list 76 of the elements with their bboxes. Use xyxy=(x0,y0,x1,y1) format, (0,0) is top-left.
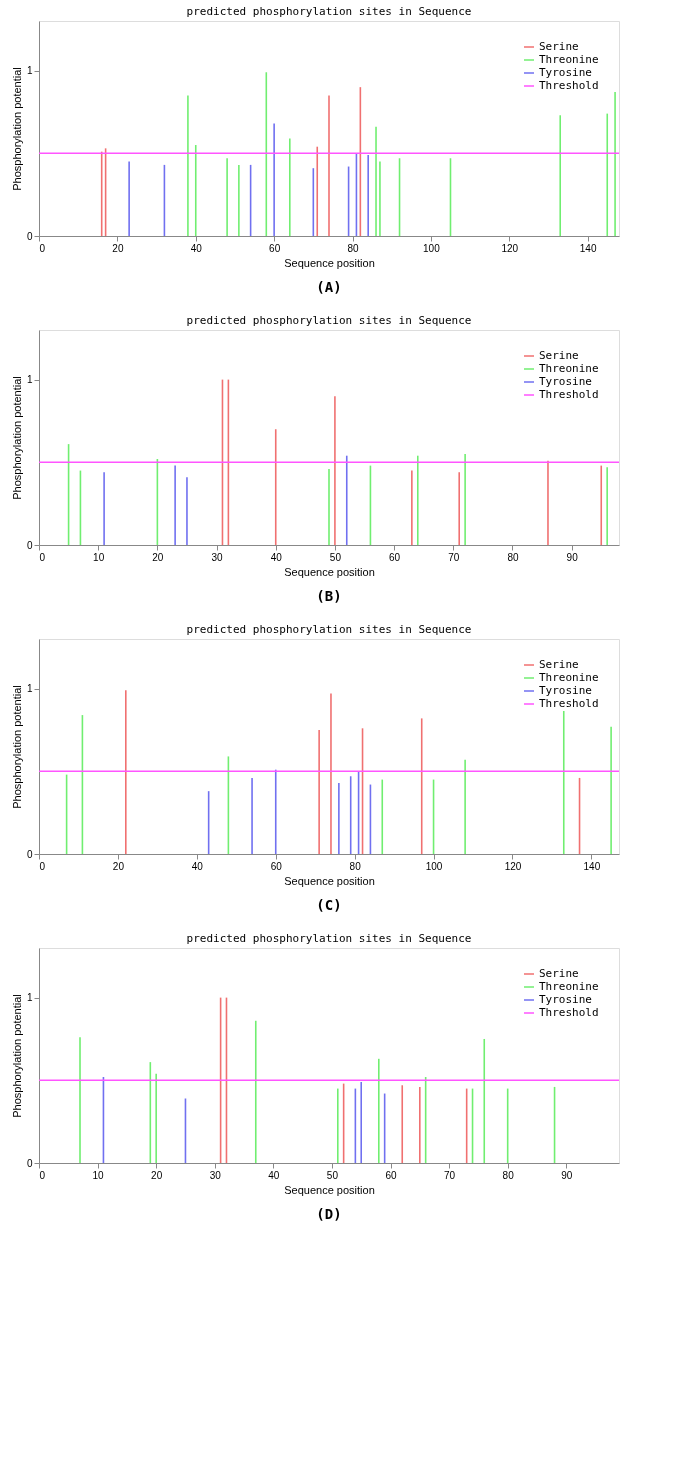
y-axis-title: Phosphorylation potential xyxy=(10,994,23,1118)
x-tick-label: 50 xyxy=(326,1169,339,1181)
x-tick-label: 80 xyxy=(507,551,519,563)
x-tick-label: 10 xyxy=(93,551,105,563)
legend-label: Threshold xyxy=(539,388,599,401)
x-tick-label: 20 xyxy=(112,860,125,872)
x-axis-title: Sequence position xyxy=(284,1183,375,1196)
y-axis-title: Phosphorylation potential xyxy=(10,685,23,809)
legend-label: Tyrosine xyxy=(539,993,592,1006)
legend-label: Serine xyxy=(539,40,579,53)
legend-label: Serine xyxy=(539,349,579,362)
x-tick-label: 90 xyxy=(566,551,579,563)
text: (B) xyxy=(316,588,342,604)
x-tick-label: 0 xyxy=(39,242,46,254)
legend-label: Threshold xyxy=(539,697,599,710)
x-tick-label: 0 xyxy=(39,1169,46,1181)
x-tick-label: 0 xyxy=(39,860,46,872)
legend-label: Threonine xyxy=(539,362,599,375)
x-tick-label: 90 xyxy=(561,1169,573,1181)
x-tick-label: 60 xyxy=(269,242,281,254)
legend-label: Threonine xyxy=(539,53,599,66)
y-tick-label: 1 xyxy=(26,992,33,1004)
y-axis-title: Phosphorylation potential xyxy=(10,376,23,500)
x-tick-label: 70 xyxy=(448,551,460,563)
legend-label: Tyrosine xyxy=(539,375,592,388)
x-tick-label: 30 xyxy=(209,1169,222,1181)
x-tick-label: 80 xyxy=(349,860,362,872)
x-tick-label: 20 xyxy=(152,551,164,563)
legend-label: Serine xyxy=(539,658,579,671)
x-tick-label: 40 xyxy=(268,1169,280,1181)
text: (D) xyxy=(316,1206,342,1222)
y-tick-label: 1 xyxy=(26,374,33,386)
x-tick-label: 50 xyxy=(329,551,342,563)
x-axis-title: Sequence position xyxy=(284,874,375,887)
x-tick-label: 100 xyxy=(423,242,441,254)
x-tick-label: 30 xyxy=(211,551,224,563)
y-tick-label: 0 xyxy=(26,1157,33,1169)
x-tick-label: 0 xyxy=(39,551,46,563)
chart-title: predicted phosphorylation sites in Sequence xyxy=(186,314,472,327)
x-tick-label: 140 xyxy=(579,242,597,254)
y-tick-label: 0 xyxy=(26,230,33,242)
text: (C) xyxy=(316,897,342,913)
chart-title: predicted phosphorylation sites in Sequence xyxy=(186,5,472,18)
y-axis-title: Phosphorylation potential xyxy=(10,67,23,191)
legend-label: Tyrosine xyxy=(539,684,592,697)
y-tick-label: 1 xyxy=(26,683,33,695)
legend-label: Threonine xyxy=(539,980,599,993)
x-tick-label: 60 xyxy=(270,860,283,872)
x-tick-label: 70 xyxy=(444,1169,456,1181)
legend-label: Threshold xyxy=(539,79,599,92)
legend-label: Tyrosine xyxy=(539,66,592,79)
x-tick-label: 20 xyxy=(112,242,124,254)
x-tick-label: 40 xyxy=(191,860,204,872)
x-axis-title: Sequence position xyxy=(284,256,375,269)
x-tick-label: 40 xyxy=(270,551,283,563)
x-tick-label: 80 xyxy=(347,242,360,254)
x-tick-label: 10 xyxy=(92,1169,105,1181)
legend-label: Threshold xyxy=(539,1006,599,1019)
y-tick-label: 0 xyxy=(26,539,33,551)
chart-title: predicted phosphorylation sites in Sequence xyxy=(186,932,472,945)
x-tick-label: 140 xyxy=(583,860,601,872)
x-tick-label: 80 xyxy=(502,1169,515,1181)
x-tick-label: 60 xyxy=(385,1169,398,1181)
x-tick-label: 40 xyxy=(190,242,203,254)
chart-title: predicted phosphorylation sites in Sequence xyxy=(186,623,472,636)
text: (A) xyxy=(316,279,342,295)
x-tick-label: 120 xyxy=(504,860,522,872)
x-tick-label: 100 xyxy=(425,860,443,872)
y-tick-label: 1 xyxy=(26,65,33,77)
x-tick-label: 60 xyxy=(389,551,401,563)
y-tick-label: 0 xyxy=(26,848,33,860)
legend-label: Threonine xyxy=(539,671,599,684)
legend-label: Serine xyxy=(539,967,579,980)
x-tick-label: 20 xyxy=(151,1169,163,1181)
x-tick-label: 120 xyxy=(501,242,519,254)
x-axis-title: Sequence position xyxy=(284,565,375,578)
